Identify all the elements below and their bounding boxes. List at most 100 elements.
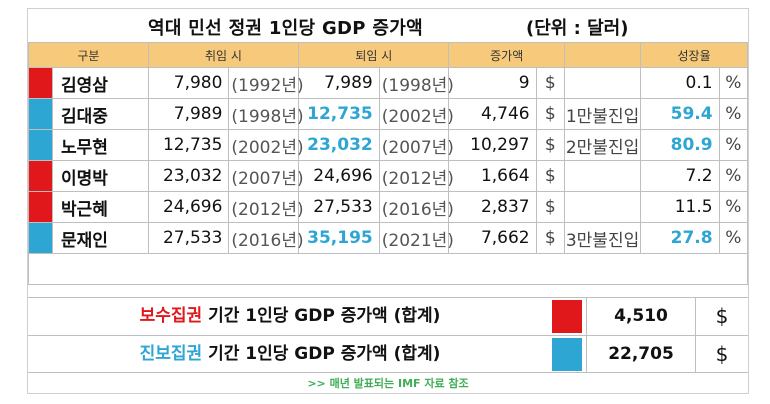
end-gdp: 12,735 — [298, 98, 380, 130]
header-category: 구분 — [28, 42, 149, 68]
growth-rate: 0.1 — [640, 67, 720, 99]
gdp-table: 구분 취임 시 퇴임 시 증가액 성장율 김영삼 7,980 (1992년) 7,98… — [28, 42, 749, 285]
summary-progressive-currency: $ — [715, 342, 729, 366]
president-name: 김대중 — [51, 98, 149, 130]
summary-progressive-party: 진보집권 — [139, 344, 203, 364]
start-gdp: 12,735 — [147, 129, 230, 161]
unit-label: (단위 : 달러) — [526, 18, 629, 39]
growth-rate: 7.2 — [640, 160, 720, 192]
end-year: (2002년) — [378, 98, 454, 130]
milestone-note — [563, 191, 642, 223]
currency-symbol: $ — [535, 160, 565, 192]
end-gdp: 7,989 — [298, 67, 380, 99]
party-marker — [28, 222, 53, 254]
percent-symbol: % — [718, 160, 749, 192]
summary-conservative-currency: $ — [715, 304, 729, 328]
table-row: 노무현 12,735 (2002년) 23,032 (2007년) 10,297 $2만불진… — [28, 129, 749, 161]
growth-rate: 27.8 — [640, 222, 720, 254]
start-gdp: 7,989 — [147, 98, 230, 130]
header-row: 구분 취임 시 퇴임 시 증가액 성장율 — [28, 42, 748, 68]
blank-row — [28, 253, 748, 285]
table-row: 이명박 23,032 (2007년) 24,696 (2012년) 1,664 $7.2% — [28, 160, 749, 192]
percent-symbol: % — [718, 222, 749, 254]
blue-marker — [29, 99, 52, 129]
end-gdp: 35,195 — [298, 222, 380, 254]
source-note: >> 매년 발표되는 IMF 자료 참조 — [307, 377, 469, 390]
table-row: 김영삼 7,980 (1992년) 7,989 (1998년) 9 $0.1% — [28, 67, 749, 99]
milestone-note: 2만불진입 — [563, 129, 642, 161]
end-year: (2016년) — [378, 191, 454, 223]
header-growth: 성장율 — [640, 42, 748, 68]
party-marker — [28, 67, 53, 99]
percent-symbol: % — [718, 98, 749, 130]
summary-conservative-value: 4,510 — [586, 298, 696, 335]
start-gdp: 27,533 — [147, 222, 230, 254]
president-name: 이명박 — [51, 160, 149, 192]
end-year: (2007년) — [378, 129, 454, 161]
end-gdp: 24,696 — [298, 160, 380, 192]
start-gdp: 23,032 — [147, 160, 230, 192]
increase-value: 2,837 — [448, 191, 537, 223]
red-marker — [29, 68, 52, 98]
milestone-note: 1만불진입 — [563, 98, 642, 130]
currency-symbol: $ — [535, 67, 565, 99]
red-marker — [29, 161, 52, 191]
milestone-note: 3만불진입 — [563, 222, 642, 254]
end-year: (2012년) — [378, 160, 454, 192]
milestone-note — [563, 67, 642, 99]
end-gdp: 23,032 — [298, 129, 380, 161]
blue-marker — [29, 223, 52, 253]
summary-progressive-value: 22,705 — [586, 336, 696, 372]
start-year: (1992년) — [228, 67, 304, 99]
start-year: (2016년) — [228, 222, 304, 254]
percent-symbol: % — [718, 191, 749, 223]
start-year: (2012년) — [228, 191, 304, 223]
summary-conservative: 보수집권 기간 1인당 GDP 증가액 (합계) 4,510 $ — [28, 297, 748, 335]
party-marker — [28, 191, 53, 223]
header-start: 취임 시 — [147, 42, 300, 68]
increase-value: 10,297 — [448, 129, 537, 161]
increase-value: 7,662 — [448, 222, 537, 254]
end-year: (1998년) — [378, 67, 454, 99]
summary-progressive: 진보집권 기간 1인당 GDP 증가액 (합계) 22,705 $ — [28, 335, 748, 373]
currency-symbol: $ — [535, 222, 565, 254]
president-name: 노무현 — [51, 129, 149, 161]
growth-rate: 59.4 — [640, 98, 720, 130]
red-marker — [29, 192, 52, 222]
red-marker — [552, 300, 582, 333]
currency-symbol: $ — [535, 98, 565, 130]
party-marker — [28, 98, 53, 130]
start-year: (1998년) — [228, 98, 304, 130]
president-name: 박근혜 — [51, 191, 149, 223]
currency-symbol: $ — [535, 191, 565, 223]
start-gdp: 24,696 — [147, 191, 230, 223]
table-row: 문재인 27,533 (2016년) 35,195 (2021년) 7,662 $3만불진입… — [28, 222, 749, 254]
header-end: 퇴임 시 — [298, 42, 450, 68]
growth-rate: 11.5 — [640, 191, 720, 223]
milestone-note — [563, 160, 642, 192]
summary-progressive-label: 기간 1인당 GDP 증가액 (합계) — [202, 344, 441, 364]
increase-value: 1,664 — [448, 160, 537, 192]
start-gdp: 7,980 — [147, 67, 230, 99]
party-marker — [28, 160, 53, 192]
blue-marker — [552, 338, 582, 371]
president-name: 문재인 — [51, 222, 149, 254]
summary-conservative-party: 보수집권 — [139, 306, 203, 326]
table-title: 역대 민선 정권 1인당 GDP 증가액 — [148, 18, 423, 39]
percent-symbol: % — [718, 129, 749, 161]
header-note — [563, 42, 642, 68]
blue-marker — [29, 130, 52, 160]
president-name: 김영삼 — [51, 67, 149, 99]
end-year: (2021년) — [378, 222, 454, 254]
currency-symbol: $ — [535, 129, 565, 161]
party-marker — [28, 129, 53, 161]
title-row: 역대 민선 정권 1인당 GDP 증가액 (단위 : 달러) — [28, 9, 748, 41]
end-gdp: 27,533 — [298, 191, 380, 223]
table-row: 박근혜 24,696 (2012년) 27,533 (2016년) 2,837 $11.5% — [28, 191, 749, 223]
percent-symbol: % — [718, 67, 749, 99]
gdp-table-card: 역대 민선 정권 1인당 GDP 증가액 (단위 : 달러) 구분 취임 시 퇴… — [27, 8, 749, 394]
header-increase: 증가액 — [448, 42, 565, 68]
start-year: (2002년) — [228, 129, 304, 161]
table-row: 김대중 7,989 (1998년) 12,735 (2002년) 4,746 $1만불진입 5… — [28, 98, 749, 130]
increase-value: 4,746 — [448, 98, 537, 130]
